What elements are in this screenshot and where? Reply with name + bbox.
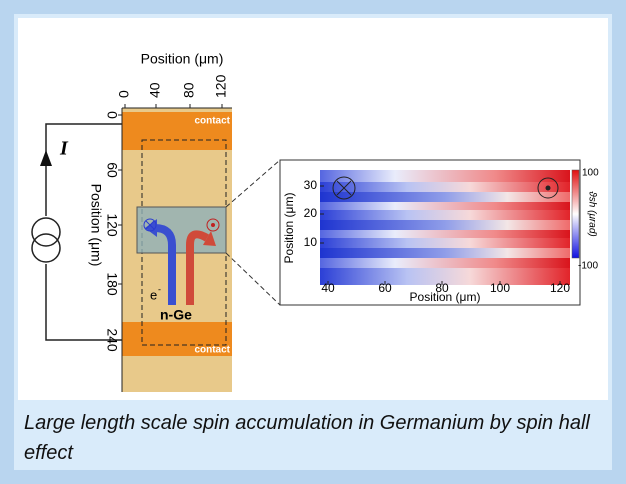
spin-out	[537, 177, 559, 199]
tick-label: 40	[147, 82, 163, 98]
zoom-line	[225, 252, 281, 306]
axis-label: Position (μm)	[88, 184, 104, 267]
heatmap	[320, 170, 570, 285]
material-label: n-Ge	[160, 307, 192, 323]
spin-in	[143, 218, 157, 232]
tick-label: 0	[116, 90, 132, 98]
contact-label: contact	[194, 116, 230, 127]
circuit	[31, 123, 122, 341]
tick-label: 10	[304, 235, 318, 249]
colorbar-tick: 100	[582, 168, 599, 179]
current-arrow	[40, 150, 52, 166]
caption: Large length scale spin accumulation in …	[24, 412, 590, 464]
tick-label: 20	[304, 206, 318, 220]
tick-label: 100	[490, 281, 510, 295]
tick-label: 120	[213, 74, 229, 98]
electron-label: e	[150, 287, 157, 302]
electron-path	[154, 224, 176, 305]
arrowhead	[145, 219, 157, 237]
contact-bottom	[122, 322, 232, 356]
axis-label: Position (μm)	[282, 193, 296, 264]
colorbar	[571, 169, 580, 259]
spin-out	[206, 218, 220, 232]
colorbar-label: ϑsh (μrad)	[586, 191, 597, 236]
electron-path	[186, 230, 210, 305]
contact-top	[122, 112, 232, 150]
spin-in	[332, 176, 356, 200]
electron-charge: -	[158, 284, 161, 294]
tick-label: 40	[321, 281, 335, 295]
colorbar-tick: -100	[578, 261, 598, 272]
tick-label: 30	[304, 178, 318, 192]
arrowhead	[203, 231, 216, 246]
tick-label: 180	[104, 272, 120, 296]
tick-label: 60	[378, 281, 392, 295]
axis-label: Position (μm)	[410, 290, 481, 304]
zoom-line	[225, 159, 281, 208]
tick-label: 80	[435, 281, 449, 295]
tick-label: 80	[181, 82, 197, 98]
tick-label: 240	[104, 328, 120, 352]
tick-label: 60	[104, 162, 120, 178]
current-label: I	[59, 138, 69, 160]
tick-label: 120	[550, 281, 570, 295]
tick-label: 0	[104, 111, 120, 119]
axis-label: Position (μm)	[141, 51, 224, 67]
contact-label: contact	[194, 345, 230, 356]
tick-label: 120	[104, 213, 120, 237]
